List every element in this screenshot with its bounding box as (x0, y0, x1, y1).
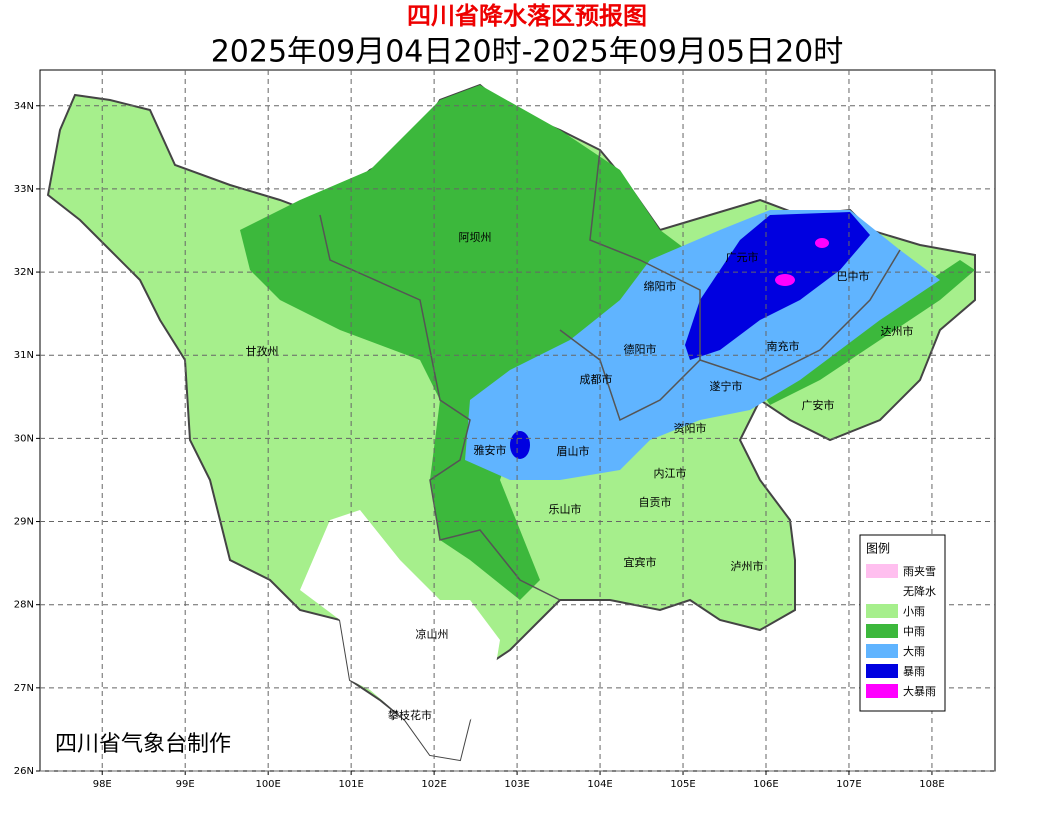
place-label: 绵阳市 (644, 279, 677, 293)
map-title: 四川省降水落区预报图 (407, 2, 647, 30)
place-label: 广安市 (802, 398, 835, 412)
y-tick-label: 28N (14, 600, 34, 611)
place-label: 巴中市 (837, 269, 870, 283)
legend-swatch (866, 624, 898, 638)
y-tick-label: 33N (14, 184, 34, 195)
precip-regions (46, 83, 976, 762)
x-tick-label: 103E (504, 779, 529, 790)
x-tick-label: 107E (836, 779, 861, 790)
place-label: 南充市 (767, 339, 800, 353)
x-tick-label: 105E (670, 779, 695, 790)
x-tick-label: 98E (93, 779, 112, 790)
city-border (319, 214, 561, 601)
place-label: 达州市 (881, 324, 914, 338)
legend-label: 暴雨 (903, 665, 925, 678)
y-tick-label: 34N (14, 101, 34, 112)
moderate-rain-area (240, 85, 700, 600)
place-label: 遂宁市 (710, 379, 743, 393)
y-tick-label: 26N (14, 766, 34, 777)
heavy-rainstorm-spot (815, 238, 829, 248)
heavy-rainstorm-spot (775, 274, 795, 286)
place-label: 泸州市 (731, 559, 764, 573)
legend-label: 雨夹雪 (903, 565, 936, 578)
place-label: 内江市 (654, 466, 687, 480)
x-tick-label: 108E (919, 779, 944, 790)
x-tick-label: 100E (255, 779, 280, 790)
place-label: 资阳市 (674, 421, 707, 435)
place-label: 凉山州 (416, 627, 449, 641)
y-tick-label: 27N (14, 683, 34, 694)
city-border (699, 249, 901, 381)
place-label: 眉山市 (557, 444, 590, 458)
legend-swatch (866, 664, 898, 678)
place-label: 自贡市 (639, 495, 672, 509)
legend-swatch (866, 644, 898, 658)
legend-label: 大雨 (903, 644, 925, 658)
x-tick-label: 102E (421, 779, 446, 790)
place-label: 广元市 (726, 250, 759, 264)
place-label: 阿坝州 (459, 230, 492, 244)
x-tick-label: 99E (176, 779, 195, 790)
legend-label: 大暴雨 (903, 684, 936, 698)
legend-label: 无降水 (903, 584, 936, 598)
x-tick-label: 104E (587, 779, 612, 790)
map-subtitle: 2025年09月04日20时-2025年09月05日20时 (211, 35, 844, 70)
rainstorm-area (685, 212, 870, 360)
legend-label: 中雨 (903, 625, 925, 638)
place-label: 成都市 (580, 372, 613, 386)
white-no-rain (300, 510, 500, 760)
place-label: 德阳市 (624, 342, 657, 356)
credit: 四川省气象台制作 (55, 732, 231, 757)
place-label: 甘孜州 (246, 344, 279, 358)
legend-swatch (866, 564, 898, 578)
place-label: 雅安市 (474, 443, 507, 457)
rainstorm-spot (510, 431, 530, 459)
y-tick-label: 30N (14, 433, 34, 444)
legend-title: 图例 (866, 542, 890, 556)
x-tick-label: 101E (338, 779, 363, 790)
y-tick-label: 29N (14, 517, 34, 528)
legend-label: 小雨 (903, 605, 925, 618)
x-tick-label: 106E (753, 779, 778, 790)
y-tick-label: 31N (14, 350, 34, 361)
place-label: 攀枝花市 (388, 708, 432, 722)
y-tick-label: 32N (14, 267, 34, 278)
legend-swatch (866, 604, 898, 618)
legend-swatch (866, 684, 898, 698)
graticule: 98E 99E 100E 101E 102E 103E 104E 105E 106E 107E 10… (14, 70, 995, 790)
place-labels: 阿坝州 甘孜州 绵阳市 广元市 巴中市 达州市 南充市 德阳市 成都市 遂宁市 … (246, 230, 914, 722)
legend-swatch (866, 584, 898, 598)
place-label: 乐山市 (549, 502, 582, 516)
place-label: 宜宾市 (624, 555, 657, 569)
